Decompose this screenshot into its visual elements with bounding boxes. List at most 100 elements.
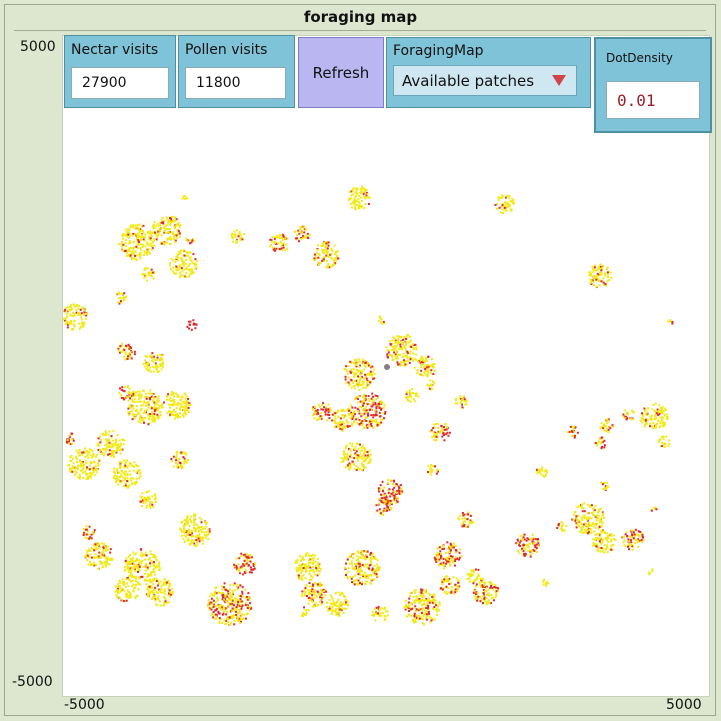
- dot-density-label: DotDensity: [606, 51, 673, 65]
- nectar-visits-label: Nectar visits: [71, 42, 159, 58]
- x-axis-min-label: -5000: [64, 697, 105, 713]
- flower-patch: [542, 578, 550, 587]
- flower-patch: [592, 529, 617, 554]
- flower-patch: [301, 582, 328, 608]
- flower-patch: [343, 358, 376, 391]
- flower-patch: [145, 578, 175, 607]
- flower-patch: [667, 319, 674, 325]
- flower-patch: [63, 303, 89, 331]
- flower-patch: [170, 450, 190, 470]
- flower-patch: [84, 541, 114, 570]
- flower-patch: [82, 525, 96, 540]
- flower-patch: [648, 568, 654, 576]
- flower-patch: [427, 464, 440, 476]
- flower-patch: [457, 511, 475, 529]
- flower-patch: [186, 319, 198, 331]
- flower-patch: [67, 447, 101, 481]
- flower-patch: [300, 606, 310, 618]
- flower-patch: [152, 215, 182, 246]
- flower-patch: [466, 568, 484, 586]
- flower-patch: [269, 233, 288, 252]
- flower-patch: [139, 490, 157, 509]
- flower-patch: [114, 577, 140, 603]
- pollen-visits-label: Pollen visits: [185, 42, 268, 58]
- flower-patch: [405, 388, 420, 403]
- y-axis-max-label: 5000: [20, 39, 56, 55]
- flower-patch: [96, 429, 126, 458]
- dot-density-field[interactable]: 0.01: [606, 81, 700, 119]
- patch-map-canvas: [63, 185, 674, 626]
- flower-patch: [123, 548, 161, 586]
- flower-patch: [233, 552, 256, 576]
- foraging-map-chooser-widget: ForagingMap Available patches: [386, 37, 591, 108]
- foraging-map-chooser-label: ForagingMap: [393, 43, 484, 59]
- flower-patch: [494, 194, 515, 214]
- flower-patch: [331, 407, 356, 432]
- flower-patch: [325, 591, 350, 617]
- dropdown-arrow-icon: [552, 75, 566, 86]
- flower-patch: [556, 521, 568, 532]
- hive-marker: [384, 364, 390, 370]
- flower-patch: [169, 249, 199, 279]
- flower-patch: [112, 459, 142, 489]
- flower-patch: [375, 498, 393, 516]
- flower-patch: [639, 402, 669, 430]
- flower-patch: [403, 588, 441, 626]
- y-axis-min-label: -5000: [12, 674, 53, 690]
- flower-patch: [179, 513, 211, 547]
- foraging-map-dropdown[interactable]: Available patches: [393, 65, 577, 96]
- flower-patch: [185, 237, 195, 245]
- flower-patch: [439, 575, 461, 595]
- flower-patch: [118, 223, 156, 261]
- refresh-button[interactable]: Refresh: [298, 37, 384, 108]
- dot-density-input-widget: DotDensity 0.01: [594, 37, 712, 133]
- flower-patch: [230, 229, 246, 244]
- flower-patch: [571, 502, 605, 535]
- flower-patch: [127, 389, 164, 426]
- flower-patch: [599, 418, 615, 434]
- flower-patch: [657, 435, 671, 448]
- foraging-map-selected-value: Available patches: [402, 71, 535, 90]
- flower-patch: [312, 241, 340, 269]
- flower-patch: [293, 225, 311, 243]
- flower-patch: [294, 552, 322, 581]
- flower-patch: [207, 582, 253, 626]
- flower-patch: [378, 315, 386, 325]
- pollen-visits-monitor: Pollen visits 11800: [178, 35, 295, 108]
- flower-patch: [594, 436, 606, 450]
- nectar-visits-monitor: Nectar visits 27900: [64, 35, 176, 108]
- flower-patch: [650, 506, 658, 512]
- flower-patch: [116, 291, 128, 305]
- flower-patch: [117, 343, 136, 361]
- flower-patch: [163, 391, 192, 420]
- flower-patch: [344, 550, 381, 586]
- flower-patch: [535, 466, 548, 478]
- flower-patch: [65, 432, 75, 446]
- flower-patch: [141, 267, 156, 282]
- flower-patch: [385, 333, 418, 367]
- flower-patch: [566, 425, 579, 439]
- flower-patch: [371, 605, 389, 622]
- flower-patch: [347, 185, 371, 211]
- window-title: foraging map: [303, 8, 418, 26]
- flower-patch: [429, 422, 451, 442]
- foraging-map-plot[interactable]: [62, 35, 710, 697]
- flower-patch: [142, 352, 164, 374]
- dot-density-value: 0.01: [617, 90, 656, 110]
- x-axis-max-label: 5000: [666, 697, 702, 713]
- flower-patch: [350, 392, 387, 430]
- flower-patch: [454, 395, 468, 409]
- flower-patch: [472, 579, 500, 606]
- flower-patch: [622, 409, 635, 421]
- flower-patch: [587, 263, 613, 289]
- flower-patch: [599, 481, 610, 492]
- flower-patch: [311, 402, 332, 422]
- title-divider: [14, 30, 706, 31]
- flower-patch: [377, 478, 404, 506]
- flower-patch: [118, 385, 136, 401]
- flower-patch: [340, 442, 372, 472]
- flower-patch: [413, 355, 436, 378]
- nectar-visits-value: 27900: [71, 67, 169, 99]
- flower-patch: [426, 379, 436, 391]
